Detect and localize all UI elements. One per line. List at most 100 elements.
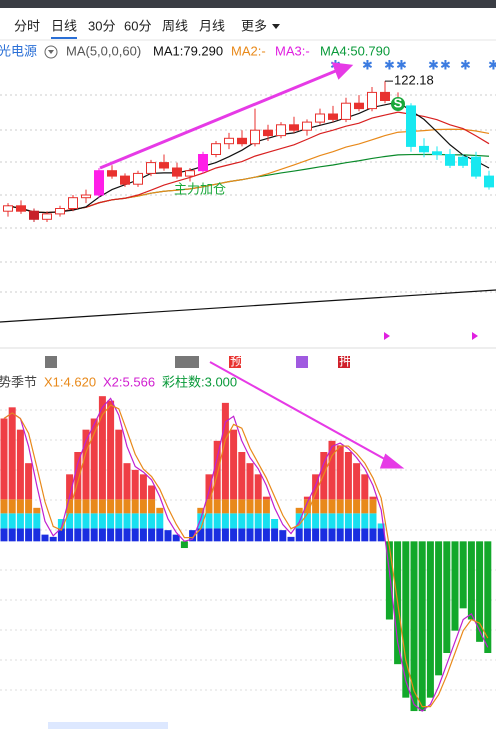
bar — [344, 452, 352, 542]
bar-segment — [90, 418, 98, 500]
bar-segment — [303, 528, 311, 542]
tab[interactable]: 周线 — [162, 18, 188, 33]
bar — [353, 463, 361, 542]
bar-segment — [254, 513, 262, 529]
tab[interactable]: 月线 — [199, 18, 225, 33]
bar — [467, 541, 475, 620]
bar-segment — [336, 528, 344, 542]
bar-segment — [123, 499, 131, 514]
bar — [246, 463, 254, 542]
bar — [164, 530, 172, 542]
legend-x2: X2:5.566 — [103, 374, 155, 389]
candle-body — [445, 154, 455, 166]
bar — [369, 496, 377, 542]
bar-segment — [230, 499, 238, 514]
bar-segment — [377, 528, 385, 542]
bar-segment — [221, 513, 229, 529]
bar — [443, 541, 451, 653]
bar-segment — [369, 499, 377, 514]
bar-segment — [148, 513, 156, 529]
oscillator-chart — [0, 396, 492, 712]
bar-segment — [312, 499, 320, 514]
bar-segment — [238, 513, 246, 529]
bar — [328, 440, 336, 542]
candle-body — [380, 91, 390, 102]
bar-segment — [221, 528, 229, 542]
bar-segment — [25, 463, 33, 500]
bar-segment — [156, 507, 164, 514]
marker — [384, 332, 390, 340]
bar-segment — [197, 513, 205, 529]
candle-body — [302, 121, 312, 131]
tab[interactable]: 日线 — [51, 18, 77, 33]
bar-segment — [197, 528, 205, 542]
bar-segment — [131, 469, 139, 500]
bar-segment — [213, 499, 221, 514]
bar — [8, 407, 16, 542]
tab[interactable]: 更多 — [241, 18, 267, 33]
bar-segment — [107, 528, 115, 542]
bar — [476, 541, 484, 642]
star: ✱ — [488, 57, 496, 72]
stock-name: 光电源 — [0, 43, 37, 58]
bar-segment — [0, 513, 8, 529]
bar-segment — [271, 528, 279, 542]
bar — [107, 400, 115, 542]
bar — [484, 541, 492, 653]
bar-segment — [254, 474, 262, 500]
dropdown-icon[interactable] — [44, 45, 58, 59]
bar-segment — [230, 528, 238, 542]
bar-segment — [369, 513, 377, 529]
bar-segment — [98, 396, 106, 500]
bar — [238, 452, 246, 542]
ma4: MA4:50.790 — [320, 43, 390, 58]
bar-segment — [0, 528, 8, 542]
bar-segment — [369, 496, 377, 500]
candle-body — [120, 175, 130, 185]
tab[interactable]: 分时 — [14, 18, 40, 33]
icon — [296, 356, 308, 368]
bar-segment — [82, 513, 90, 529]
candle-body — [211, 143, 221, 155]
bar-segment — [377, 523, 385, 529]
bar-segment — [189, 530, 197, 542]
bar-segment — [82, 528, 90, 542]
bar — [82, 429, 90, 542]
x2-line — [3, 397, 489, 712]
bar-segment — [238, 499, 246, 514]
bar — [279, 530, 287, 542]
bar — [57, 519, 65, 542]
bar-segment — [246, 528, 254, 542]
bar-segment — [328, 499, 336, 514]
bar-segment — [8, 528, 16, 542]
bar-segment — [90, 528, 98, 542]
bar-segment — [336, 445, 344, 500]
bar — [156, 507, 164, 542]
bar-segment — [82, 499, 90, 514]
tab[interactable]: 30分 — [88, 18, 115, 33]
bar-segment — [230, 513, 238, 529]
bar-segment — [90, 499, 98, 514]
ma-line — [7, 128, 490, 214]
candle-body — [185, 170, 195, 177]
bar-segment — [115, 528, 123, 542]
bar-segment — [16, 513, 24, 529]
bar-segment — [98, 528, 106, 542]
bar — [361, 474, 369, 542]
bar-segment — [156, 513, 164, 529]
osc-header: 势季节 X1:4.620 X2:5.566 彩柱数:3.000 — [0, 374, 237, 389]
candle-body — [159, 162, 169, 169]
bar-segment — [123, 463, 131, 500]
candle-body — [289, 124, 299, 131]
tab[interactable]: 60分 — [124, 18, 151, 33]
bar-segment — [328, 440, 336, 500]
bar-segment — [139, 513, 147, 529]
bar-segment — [303, 513, 311, 529]
bar — [254, 474, 262, 542]
bar-segment — [344, 528, 352, 542]
candle-body — [198, 154, 208, 172]
bar-segment — [49, 536, 57, 542]
more-arrow — [272, 24, 280, 29]
bar-segment — [115, 499, 123, 514]
icon-label: 预 — [230, 353, 243, 368]
